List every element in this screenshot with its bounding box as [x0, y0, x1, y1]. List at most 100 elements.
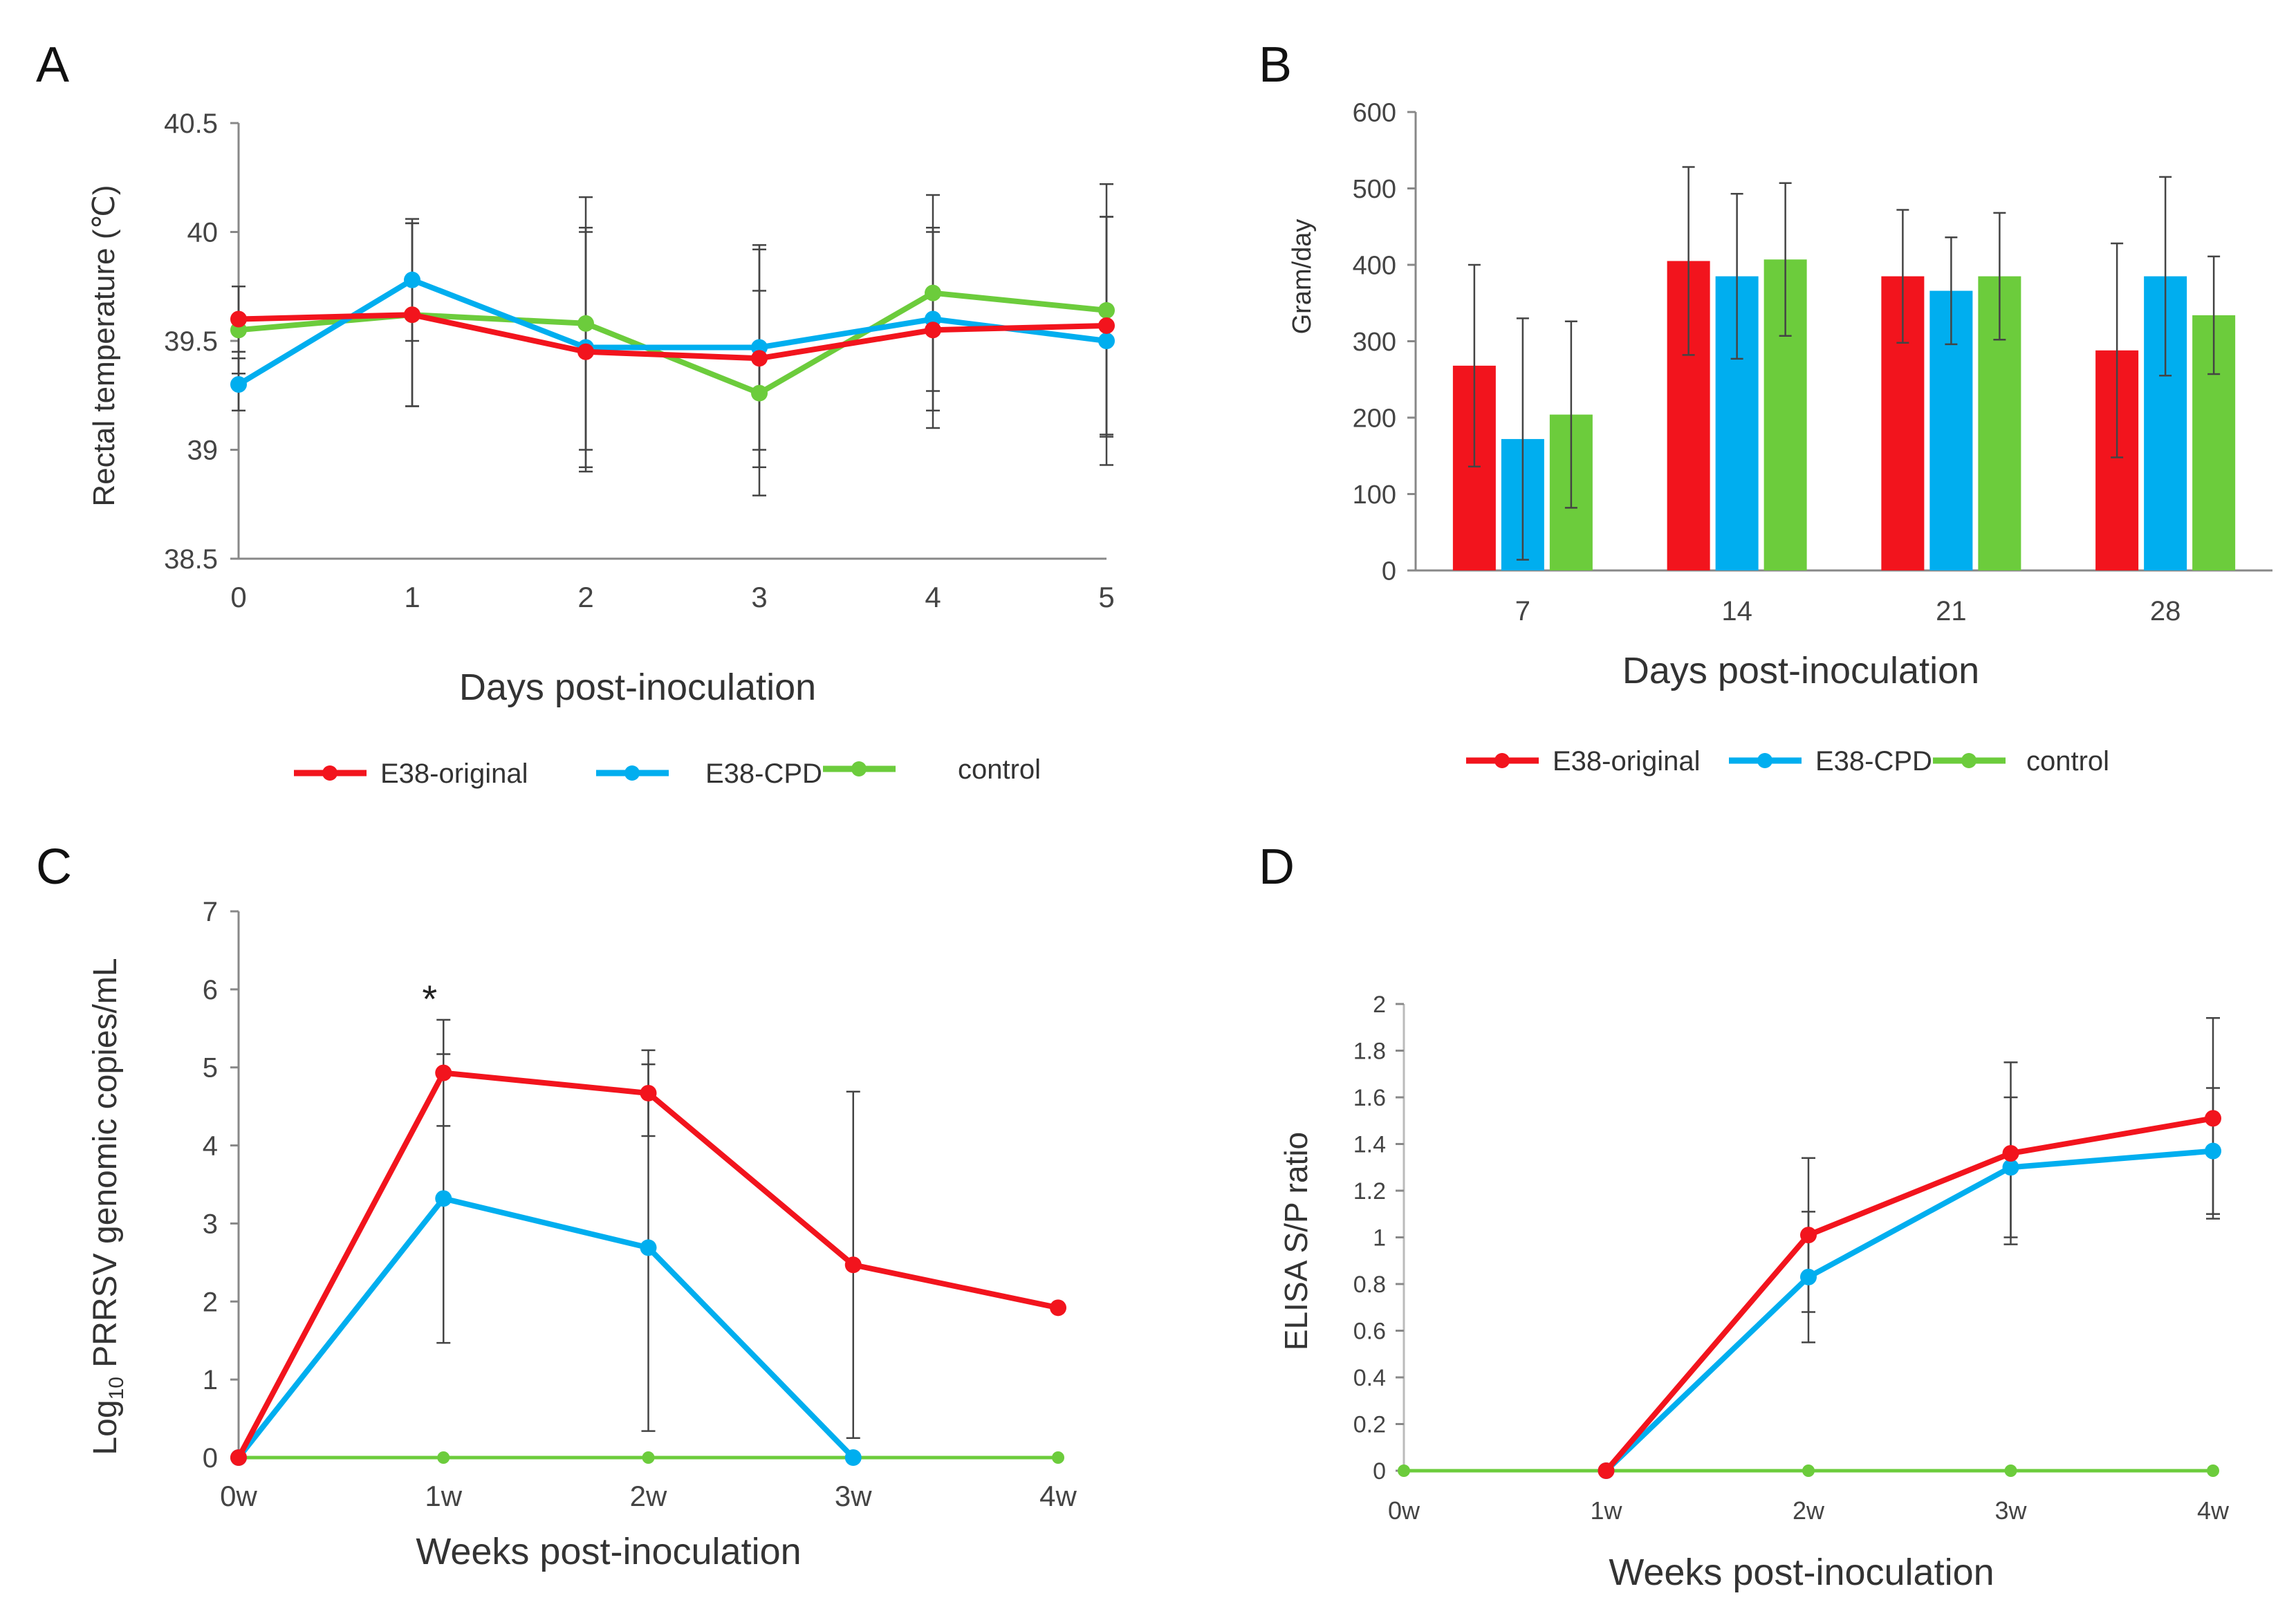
panel-c-y-axis-title-subscript: 10: [105, 1377, 128, 1400]
x-tick-label: 28: [2150, 596, 2181, 626]
panel-b-x-axis-title: Days post-inoculation: [1622, 650, 1979, 691]
data-point-control: [751, 384, 768, 402]
data-point-e38-original: [751, 350, 768, 367]
y-tick-label: 0.2: [1353, 1411, 1386, 1438]
y-tick-label: 2: [1373, 992, 1386, 1018]
data-point-control: [1052, 1451, 1064, 1464]
y-tick-label: 600: [1353, 98, 1396, 127]
y-tick-label: 3: [203, 1209, 218, 1239]
y-tick-label: 0: [203, 1443, 218, 1473]
x-tick-label: 1w: [1590, 1496, 1622, 1525]
y-tick-label: 0: [1382, 557, 1396, 586]
data-point-e38-original: [1050, 1299, 1066, 1317]
panel-c-y-axis-title-log: Log: [87, 1400, 124, 1455]
x-tick-label: 5: [1098, 581, 1114, 613]
x-tick-label: 2w: [1793, 1496, 1825, 1525]
series-line-e38-original: [238, 312, 1107, 362]
data-point-control: [577, 315, 594, 332]
panel-c-x-axis-title: Weeks post-inoculation: [416, 1531, 801, 1572]
legend-marker-e38-cpd: [1757, 753, 1772, 768]
y-tick-label: 1: [1373, 1225, 1386, 1251]
series-line-e38-cpd: [237, 277, 1107, 387]
x-tick-label: 3w: [835, 1480, 872, 1512]
data-point-e38-cpd: [435, 1190, 452, 1207]
legend-marker-control: [851, 761, 867, 777]
panel-b: B 0 100 200 300 400 500 600 7 14 21 28 Days post-i…: [1259, 37, 2272, 777]
y-tick-label: 200: [1353, 404, 1396, 433]
data-point-e38-original: [1098, 317, 1115, 334]
significance-asterisk: *: [422, 977, 437, 1021]
data-point-e38-cpd: [844, 1449, 862, 1466]
data-point-e38-cpd: [1098, 333, 1115, 349]
legend-marker-e38-original: [1494, 753, 1510, 768]
y-tick-label: 0.4: [1353, 1365, 1386, 1391]
series-line-e38-original: [1604, 1115, 2214, 1473]
x-tick-label: 4: [925, 581, 941, 613]
data-point-control: [642, 1451, 655, 1464]
legend-label-e38-cpd: E38-CPD: [1815, 746, 1932, 777]
x-tick-label: 3: [751, 581, 767, 613]
data-point-e38-cpd: [230, 376, 247, 393]
y-tick-label: 300: [1353, 328, 1396, 357]
data-point-e38-original: [1598, 1462, 1615, 1479]
panel-d-x-axis-title: Weeks post-inoculation: [1609, 1552, 1994, 1593]
x-tick-label: 2: [577, 581, 593, 613]
y-tick-label: 1.6: [1353, 1085, 1386, 1111]
y-tick-label: 1.8: [1353, 1038, 1386, 1064]
x-tick-label: 0w: [1388, 1496, 1420, 1525]
legend-label-control: control: [2026, 746, 2109, 777]
y-tick-label: 39: [187, 436, 219, 466]
data-point-e38-original: [2205, 1110, 2221, 1127]
panel-a-y-axis-title: Rectal temperature (℃): [87, 185, 121, 506]
legend-marker-control: [1961, 753, 1976, 768]
data-point-control: [2207, 1464, 2219, 1477]
x-tick-label: 21: [1936, 596, 1967, 626]
data-point-control: [925, 284, 941, 301]
data-point-e38-cpd: [404, 271, 420, 288]
y-tick-label: 0.8: [1353, 1272, 1386, 1298]
data-point-e38-original: [640, 1084, 657, 1101]
x-tick-label: 4w: [1039, 1480, 1077, 1512]
panel-a-letter: A: [36, 37, 69, 93]
data-point-e38-original: [844, 1256, 862, 1274]
y-tick-label: 39.5: [164, 326, 218, 357]
legend-label-control: control: [958, 754, 1041, 785]
legend-marker-e38-original: [322, 765, 337, 781]
y-tick-label: 0: [1373, 1458, 1386, 1485]
y-tick-label: 500: [1353, 175, 1396, 204]
legend-label-e38-cpd: E38-CPD: [705, 759, 822, 789]
data-point-e38-cpd: [2002, 1159, 2019, 1176]
y-tick-label: 1.2: [1353, 1178, 1386, 1205]
x-tick-label: 4w: [2197, 1496, 2230, 1525]
y-tick-label: 400: [1353, 251, 1396, 280]
data-point-control: [2004, 1464, 2017, 1477]
panel-d-letter: D: [1259, 839, 1295, 895]
panel-c-letter: C: [36, 839, 72, 895]
data-point-control: [1098, 301, 1115, 319]
panel-b-legend: E38-original E38-CPD control: [1466, 746, 2109, 777]
panel-b-y-axis-title: Gram/day: [1288, 219, 1317, 335]
x-tick-label: 0w: [220, 1480, 257, 1512]
data-point-control: [1398, 1464, 1410, 1477]
panel-a: A 38.5 39 39.5 40 40.5 0 1 2 3 4 5 Days post-inocu…: [36, 37, 1115, 789]
x-tick-label: 1: [404, 581, 420, 613]
y-tick-label: 38.5: [164, 544, 218, 575]
series-line-e38-cpd: [236, 1196, 855, 1460]
data-point-e38-original: [404, 306, 420, 324]
legend-marker-e38-cpd: [624, 765, 640, 781]
x-tick-label: 0: [230, 581, 246, 613]
data-point-e38-original: [230, 1449, 247, 1466]
data-point-e38-original: [1800, 1227, 1817, 1244]
y-tick-label: 0.6: [1353, 1318, 1386, 1344]
data-point-e38-cpd: [640, 1239, 657, 1256]
y-tick-label: 1: [203, 1365, 218, 1395]
data-point-e38-cpd: [1800, 1268, 1817, 1285]
data-point-e38-original: [230, 310, 247, 328]
y-tick-label: 4: [203, 1131, 218, 1162]
data-point-e38-original: [435, 1064, 452, 1081]
y-tick-label: 2: [203, 1287, 218, 1317]
y-tick-label: 40: [187, 218, 219, 248]
panel-a-legend: E38-original E38-CPD control: [294, 754, 1041, 789]
panel-c-y-axis-title-rest: PRRSV genomic copies/mL: [87, 958, 124, 1377]
